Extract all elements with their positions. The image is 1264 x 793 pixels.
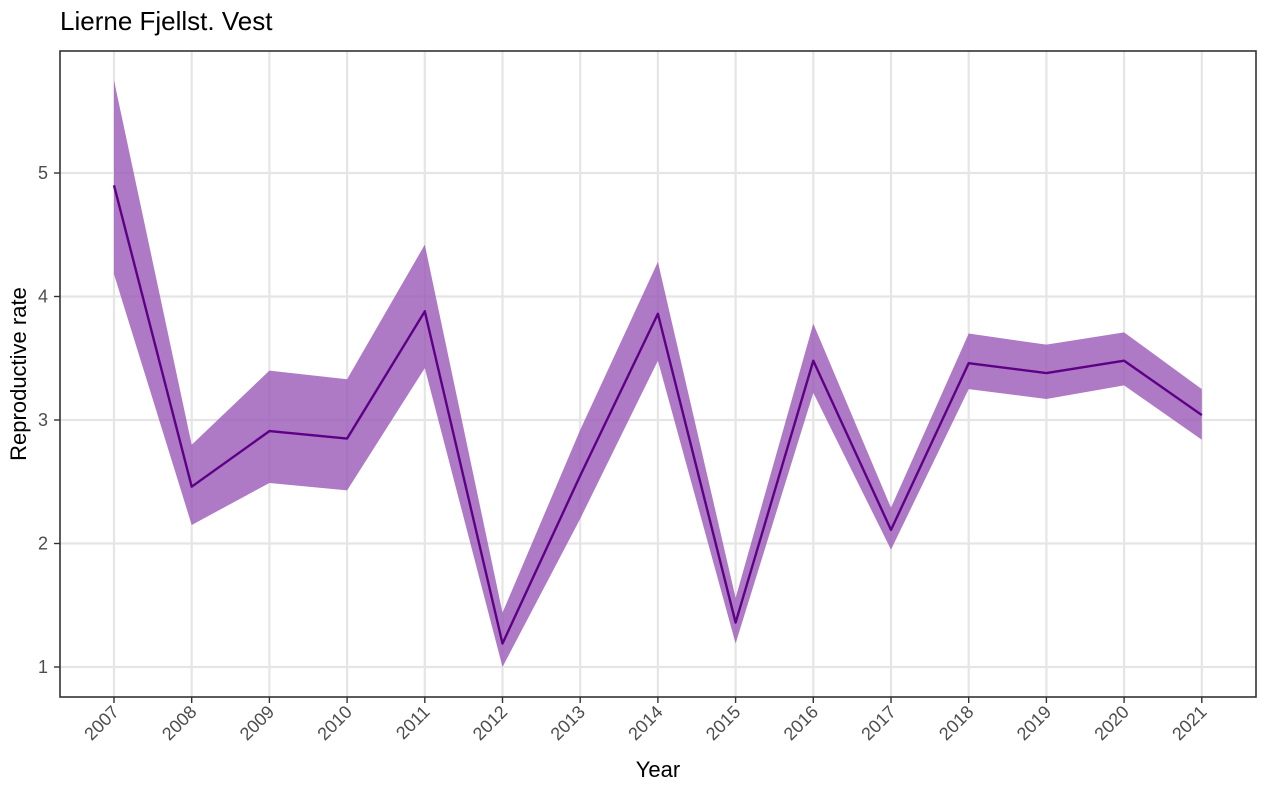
confidence-band bbox=[114, 80, 1202, 667]
x-tick-label: 2017 bbox=[857, 702, 899, 744]
y-tick-label: 2 bbox=[38, 534, 48, 554]
x-tick-label: 2019 bbox=[1013, 702, 1055, 744]
y-tick-label: 3 bbox=[38, 410, 48, 430]
x-tick-label: 2021 bbox=[1168, 702, 1210, 744]
y-axis: 1 2 3 4 5 bbox=[38, 163, 60, 677]
x-tick-label: 2008 bbox=[158, 702, 200, 744]
x-tick-label: 2015 bbox=[702, 702, 744, 744]
x-tick-label: 2007 bbox=[80, 702, 122, 744]
x-tick-label: 2018 bbox=[935, 702, 977, 744]
x-axis: 2007 2008 2009 2010 2011 2012 2013 2014 2015 2016… bbox=[80, 697, 1211, 744]
y-tick-label: 1 bbox=[38, 657, 48, 677]
y-tick-label: 5 bbox=[38, 163, 48, 183]
x-tick-label: 2020 bbox=[1090, 702, 1132, 744]
x-tick-label: 2010 bbox=[313, 702, 355, 744]
x-tick-label: 2011 bbox=[392, 702, 434, 744]
confidence-band-layer bbox=[114, 80, 1202, 667]
x-tick-label: 2014 bbox=[624, 702, 666, 744]
y-axis-title: Reproductive rate bbox=[6, 287, 31, 461]
x-tick-label: 2013 bbox=[547, 702, 589, 744]
x-tick-label: 2009 bbox=[236, 702, 278, 744]
x-tick-label: 2016 bbox=[780, 702, 822, 744]
y-tick-label: 4 bbox=[38, 287, 48, 307]
x-tick-label: 2012 bbox=[469, 702, 511, 744]
chart-title: Lierne Fjellst. Vest bbox=[60, 6, 273, 36]
x-axis-title: Year bbox=[636, 757, 680, 782]
series-line bbox=[112, 185, 1203, 645]
series-line-layer bbox=[112, 185, 1203, 645]
